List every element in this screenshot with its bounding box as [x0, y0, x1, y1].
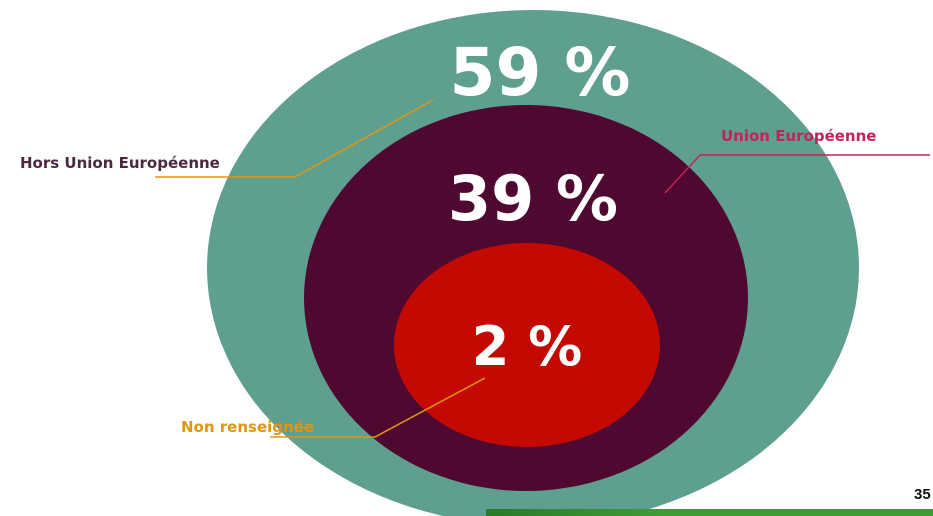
page-number: 35: [914, 486, 931, 503]
percent-label-non-renseignee: 2 %: [472, 315, 582, 378]
leader-line-hors-union-europeenne: [155, 99, 434, 178]
leader-line-non-renseignee: [270, 377, 486, 438]
category-label-non-renseignee: Non renseignée: [181, 418, 314, 436]
percent-label-hors-union-europeenne: 59 %: [450, 34, 631, 111]
footer-bar: [486, 509, 933, 516]
percent-label-union-europeenne: 39 %: [448, 162, 618, 235]
leader-line-union-europeenne: [664, 154, 930, 194]
category-label-hors-union-europeenne: Hors Union Européenne: [20, 154, 220, 172]
inner-ellipse-non-renseignee: [394, 243, 660, 447]
category-label-union-europeenne: Union Européenne: [721, 127, 876, 145]
